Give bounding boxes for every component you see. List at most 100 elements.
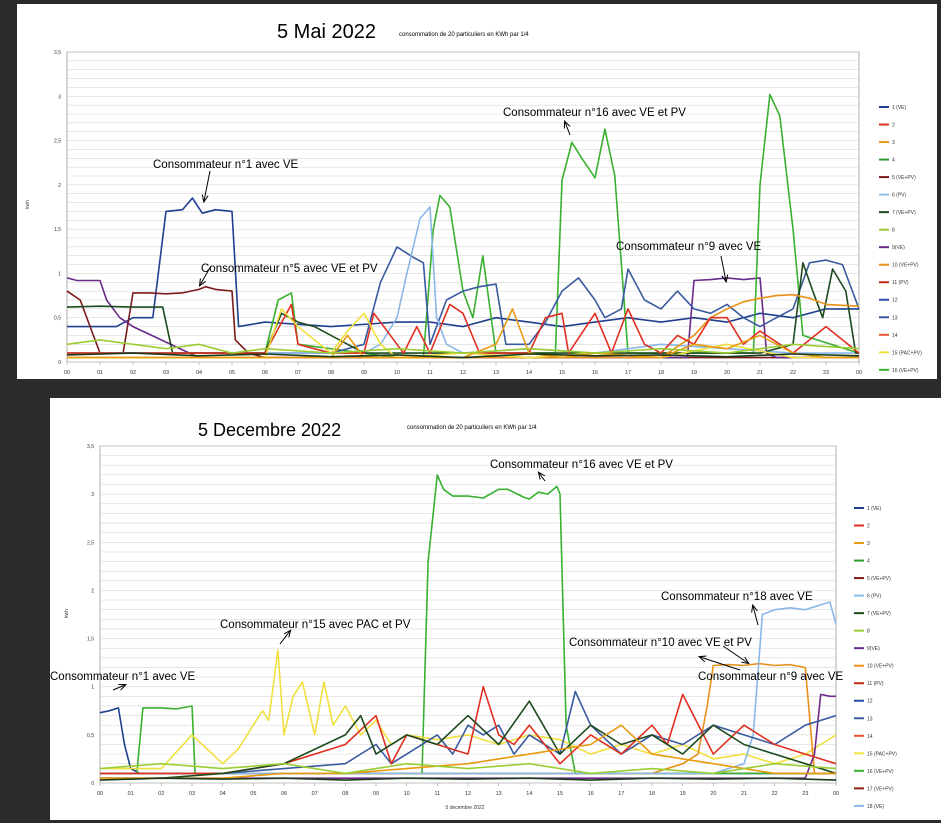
series-line-3 <box>67 308 859 359</box>
legend-entry: 13 <box>892 315 898 321</box>
legend-entry: 6 (PV) <box>867 594 882 600</box>
series-line-15-pac-pv- <box>100 649 837 770</box>
legend-entry: 5 (VE+PV) <box>892 175 916 181</box>
annotation-label: Consommateur n°10 avec VE et PV <box>569 637 752 649</box>
annotation-arrow <box>279 631 290 645</box>
x-tick-label: 03 <box>189 791 195 797</box>
y-tick-label: 2 <box>91 588 94 594</box>
legend-entry: 10 (VE+PV) <box>892 263 919 269</box>
x-tick-label: 22 <box>790 370 796 376</box>
x-axis-label: 5 decembre 2022 <box>446 805 485 811</box>
x-tick-label: 21 <box>757 370 763 376</box>
y-tick-label: 3,5 <box>87 444 94 450</box>
y-axis-label: kwh <box>25 200 31 209</box>
y-tick-label: 0,5 <box>54 316 61 322</box>
y-tick-label: 1,5 <box>87 637 94 643</box>
x-tick-label: 22 <box>772 791 778 797</box>
x-tick-label: 07 <box>312 791 318 797</box>
x-tick-label: 11 <box>427 370 433 376</box>
y-tick-label: 1 <box>58 271 61 277</box>
annotation-label: Consommateur n°1 avec VE <box>153 159 299 171</box>
annotation-arrow <box>539 473 546 482</box>
legend-entry: 8 <box>867 629 870 635</box>
chart-title: 5 Decembre 2022 <box>198 420 341 440</box>
legend-entry: 15 (PAC+PV) <box>892 350 922 356</box>
x-tick-label: 18 <box>658 370 664 376</box>
x-tick-label: 06 <box>281 791 287 797</box>
y-tick-label: 0 <box>58 360 61 366</box>
legend-entry: 18 (VE) <box>867 804 884 810</box>
x-tick-label: 04 <box>220 791 226 797</box>
series-line-8 <box>66 339 860 354</box>
annotation-arrow <box>565 122 571 136</box>
x-tick-label: 18 <box>649 791 655 797</box>
legend-entry: 17 (VE+PV) <box>867 786 894 792</box>
annotation-label: Consommateur n°5 avec VE et PV <box>201 263 378 275</box>
x-tick-label: 05 <box>250 791 256 797</box>
legend-entry: 12 <box>867 699 873 705</box>
series-line-8 <box>99 762 837 775</box>
x-tick-label: 02 <box>130 370 136 376</box>
x-tick-label: 04 <box>196 370 202 376</box>
x-tick-label: 06 <box>262 370 268 376</box>
annotation-arrow <box>720 255 726 281</box>
series-line-7-ve-pv- <box>100 700 837 780</box>
legend-entry: 3 <box>867 541 870 547</box>
legend-entry: 7 (VE+PV) <box>892 210 916 216</box>
annotation-label: Consommateur n°16 avec VE et PV <box>490 459 673 471</box>
y-tick-label: 2,5 <box>87 540 94 546</box>
x-tick-label: 23 <box>802 791 808 797</box>
legend-entry: 4 <box>892 158 895 164</box>
annotation-arrow <box>112 685 125 691</box>
annotation-label: Consommateur n°1 avec VE <box>50 671 196 683</box>
x-tick-label: 00 <box>833 791 839 797</box>
x-tick-label: 10 <box>394 370 400 376</box>
x-tick-label: 21 <box>741 791 747 797</box>
x-tick-label: 17 <box>625 370 631 376</box>
y-tick-label: 0,5 <box>87 733 94 739</box>
x-tick-label: 00 <box>97 791 103 797</box>
annotation-arrow <box>722 645 748 663</box>
series-line-2 <box>100 685 837 775</box>
legend-entry: 2 <box>892 123 895 129</box>
series-line-1-ve- <box>67 197 859 328</box>
x-tick-label: 16 <box>592 370 598 376</box>
x-tick-label: 00 <box>856 370 862 376</box>
x-tick-label: 14 <box>526 791 532 797</box>
x-tick-label: 15 <box>557 791 563 797</box>
chart-title: 5 Mai 2022 <box>277 21 376 43</box>
series-line-2 <box>67 303 860 354</box>
legend-entry: 13 <box>867 716 873 722</box>
x-tick-label: 09 <box>373 791 379 797</box>
x-tick-label: 05 <box>229 370 235 376</box>
legend-entry: 15 (PAC+PV) <box>867 751 897 757</box>
annotation-label: Consommateur n°16 avec VE et PV <box>503 107 686 119</box>
series-line-16-ve-pv- <box>100 474 836 775</box>
series-line-19-ve- <box>99 777 837 781</box>
legend-entry: 2 <box>867 524 870 530</box>
legend-entry: 12 <box>892 298 898 304</box>
y-tick-label: 3 <box>58 94 61 100</box>
annotation-arrow <box>753 606 759 626</box>
x-tick-label: 16 <box>588 791 594 797</box>
chart-may: 0 0,5 1 1,5 2 2,5 3 3,5 00 01 02 03 04 05 06 07 08 09 10 11… <box>25 21 922 376</box>
annotation-label: Consommateur n°15 avec PAC et PV <box>220 619 411 631</box>
legend-entry: 10 (VE+PV) <box>867 664 894 670</box>
annotation-arrow <box>204 170 211 201</box>
x-tick-label: 20 <box>724 370 730 376</box>
legend-entry: 14 <box>867 734 873 740</box>
chart-december: 0 0,5 1 1,5 2 2,5 3 3,5 00 01 02 03 04 05 06 07 08 09 10 11… <box>50 420 897 811</box>
chart-panel-december: 0 0,5 1 1,5 2 2,5 3 3,5 00 01 02 03 04 05 06 07 08 09 10 11… <box>50 398 941 820</box>
annotation-label: Consommateur n°9 avec VE <box>698 671 844 683</box>
series-line-19-ve- <box>66 352 860 359</box>
legend-entry: 9(VE) <box>892 245 905 251</box>
x-tick-label: 12 <box>460 370 466 376</box>
x-tick-label: 23 <box>823 370 829 376</box>
legend-entry: 3 <box>892 140 895 146</box>
y-tick-label: 0 <box>91 781 94 787</box>
annotation-arrow <box>700 657 741 671</box>
legend-entry: 1 (VE) <box>867 506 882 512</box>
x-tick-label: 13 <box>493 370 499 376</box>
x-tick-label: 03 <box>163 370 169 376</box>
chart-subtitle: consommation de 20 particuliers en KWh p… <box>407 425 537 431</box>
